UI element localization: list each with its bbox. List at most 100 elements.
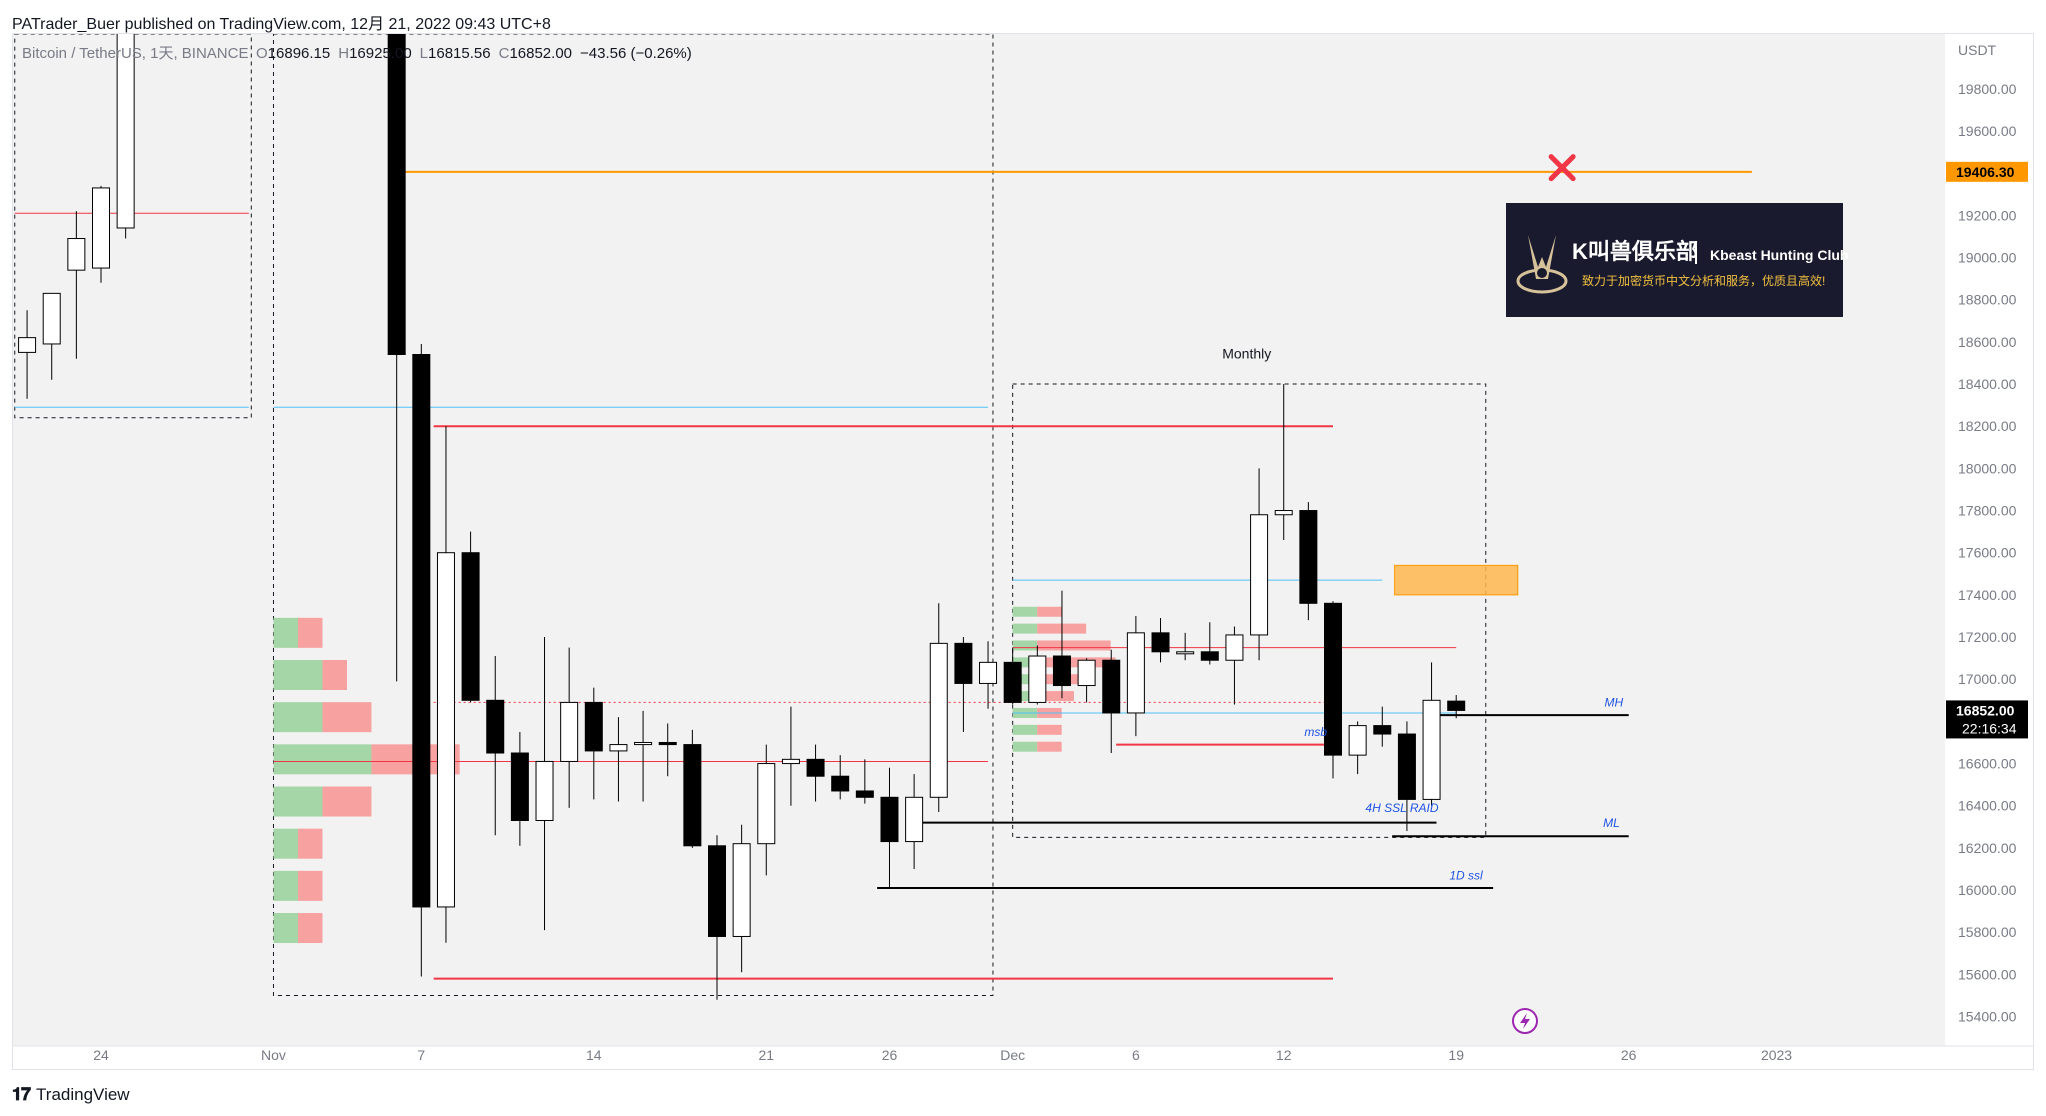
- candle-body: [67, 238, 86, 271]
- price-axis[interactable]: [1945, 34, 2033, 1046]
- candle-body: [757, 763, 776, 845]
- candle-body: [1225, 634, 1244, 661]
- price-tick-label: 19600.00: [1958, 123, 2017, 139]
- bear-candle: [412, 343, 431, 977]
- price-tick-label: 19800.00: [1958, 81, 2017, 97]
- monthly-label: Monthly: [1222, 346, 1271, 362]
- close-label: C: [499, 45, 510, 62]
- vp-red-bar: [1037, 657, 1116, 668]
- price-tick-label: 15800.00: [1958, 924, 2017, 940]
- price-tick-label: 16400.00: [1958, 798, 2017, 814]
- vp-green-bar: [273, 617, 298, 648]
- price-label-text: 16852.00: [1956, 702, 2015, 718]
- vp-red-bar: [297, 913, 323, 944]
- price-tick-label: 18400.00: [1958, 376, 2017, 392]
- price-tick-label: 17600.00: [1958, 545, 2017, 561]
- vp-green-bar: [273, 660, 323, 691]
- price-tick-label: 17200.00: [1958, 629, 2017, 645]
- candle-body: [412, 354, 431, 908]
- ssl-1d-label: 1D ssl: [1449, 869, 1483, 883]
- candle-body: [781, 758, 800, 765]
- candle-body: [510, 752, 529, 821]
- vp-red-bar: [297, 617, 323, 648]
- vp-red-bar: [297, 870, 323, 901]
- candle-body: [18, 337, 37, 353]
- bear-candle: [510, 731, 529, 846]
- price-tick-label: 15400.00: [1958, 1009, 2017, 1025]
- vp-green-bar: [1012, 640, 1038, 651]
- high-label: H: [338, 45, 349, 62]
- candle-body: [634, 741, 653, 746]
- price-label-countdown: 22:16:34: [1962, 720, 2017, 736]
- candle-body: [1299, 510, 1318, 604]
- plot-area[interactable]: [13, 34, 1945, 1046]
- close-value: 16852.00: [509, 45, 572, 62]
- bear-candle: [806, 744, 825, 802]
- bear-candle: [584, 687, 603, 800]
- candle-body: [1422, 699, 1441, 800]
- tradingview-logo-icon: 𝟏𝟕: [12, 1084, 31, 1104]
- price-label-orange: 19406.30: [1946, 161, 2028, 182]
- bull-candle: [535, 637, 554, 931]
- vp-red-bar: [322, 786, 372, 817]
- price-label-text: 19406.30: [1956, 164, 2015, 180]
- bull-candle: [781, 706, 800, 806]
- candle-body: [732, 843, 751, 937]
- price-tick-label: 15600.00: [1958, 966, 2017, 982]
- candle-body: [1028, 655, 1047, 703]
- vp-red-bar: [322, 660, 347, 691]
- candles-layer: [18, 34, 1466, 1000]
- high-value: 16925.00: [349, 45, 412, 62]
- lightning-icon[interactable]: [1512, 1008, 1538, 1034]
- price-tick-label: 16600.00: [1958, 756, 2017, 772]
- brand-card-bg: [1506, 203, 1843, 317]
- range-box-nov: [272, 34, 994, 997]
- bear-candle: [387, 34, 406, 682]
- price-tick-label: 17800.00: [1958, 503, 2017, 519]
- time-tick-label: Dec: [1000, 1047, 1025, 1063]
- price-tick-label: 18200.00: [1958, 418, 2017, 434]
- price-tick-label: 19000.00: [1958, 250, 2017, 266]
- vp-green-bar: [1012, 674, 1038, 685]
- open-label: O: [256, 45, 268, 62]
- bull-candle: [1028, 645, 1047, 705]
- bear-candle: [855, 759, 874, 804]
- candle-body: [1373, 725, 1392, 735]
- price-tick-label: 19200.00: [1958, 207, 2017, 223]
- bear-candle: [954, 637, 973, 732]
- candle-body: [1102, 659, 1121, 714]
- vp-green-bar: [1012, 691, 1038, 702]
- vp-red-bar: [1037, 606, 1062, 617]
- brand-name: K叫兽俱乐部: [1572, 239, 1698, 264]
- candle-body: [831, 775, 850, 792]
- range-box-left: [14, 34, 252, 419]
- candle-body: [1176, 651, 1195, 655]
- bear-candle: [1324, 601, 1342, 779]
- vp-red-bar: [1037, 691, 1074, 702]
- ohlc-values: O16896.15 H16925.00 L16815.56 C16852.00 −43.…: [256, 45, 692, 62]
- ml-label: ML: [1603, 816, 1620, 830]
- candle-body: [1052, 655, 1071, 687]
- bull-candle: [67, 211, 86, 359]
- vp-green-bar: [273, 870, 298, 901]
- ssl-raid-label: 4H SSL RAID: [1365, 801, 1438, 815]
- bear-candle: [1151, 618, 1170, 663]
- symbol-label: Bitcoin / TetherUS, 1天, BINANCE: [22, 45, 248, 62]
- price-tick-label: 18000.00: [1958, 460, 2017, 476]
- bear-candle: [1052, 590, 1071, 699]
- change-value: −43.56 (−0.26%): [580, 45, 692, 62]
- bull-candle: [1077, 658, 1096, 703]
- candle-body: [979, 661, 998, 684]
- bear-candle: [708, 835, 726, 1000]
- candle-body: [461, 552, 480, 701]
- candle-body: [1274, 510, 1293, 516]
- bull-candle: [42, 292, 61, 380]
- candle-body: [658, 741, 677, 746]
- candle-body: [954, 642, 973, 684]
- bear-candle: [658, 723, 677, 777]
- vp-green-bar: [273, 828, 298, 859]
- publish-header: PATrader_Buer published on TradingView.c…: [12, 16, 551, 33]
- bear-candle: [1200, 622, 1219, 665]
- bull-candle: [1250, 468, 1269, 661]
